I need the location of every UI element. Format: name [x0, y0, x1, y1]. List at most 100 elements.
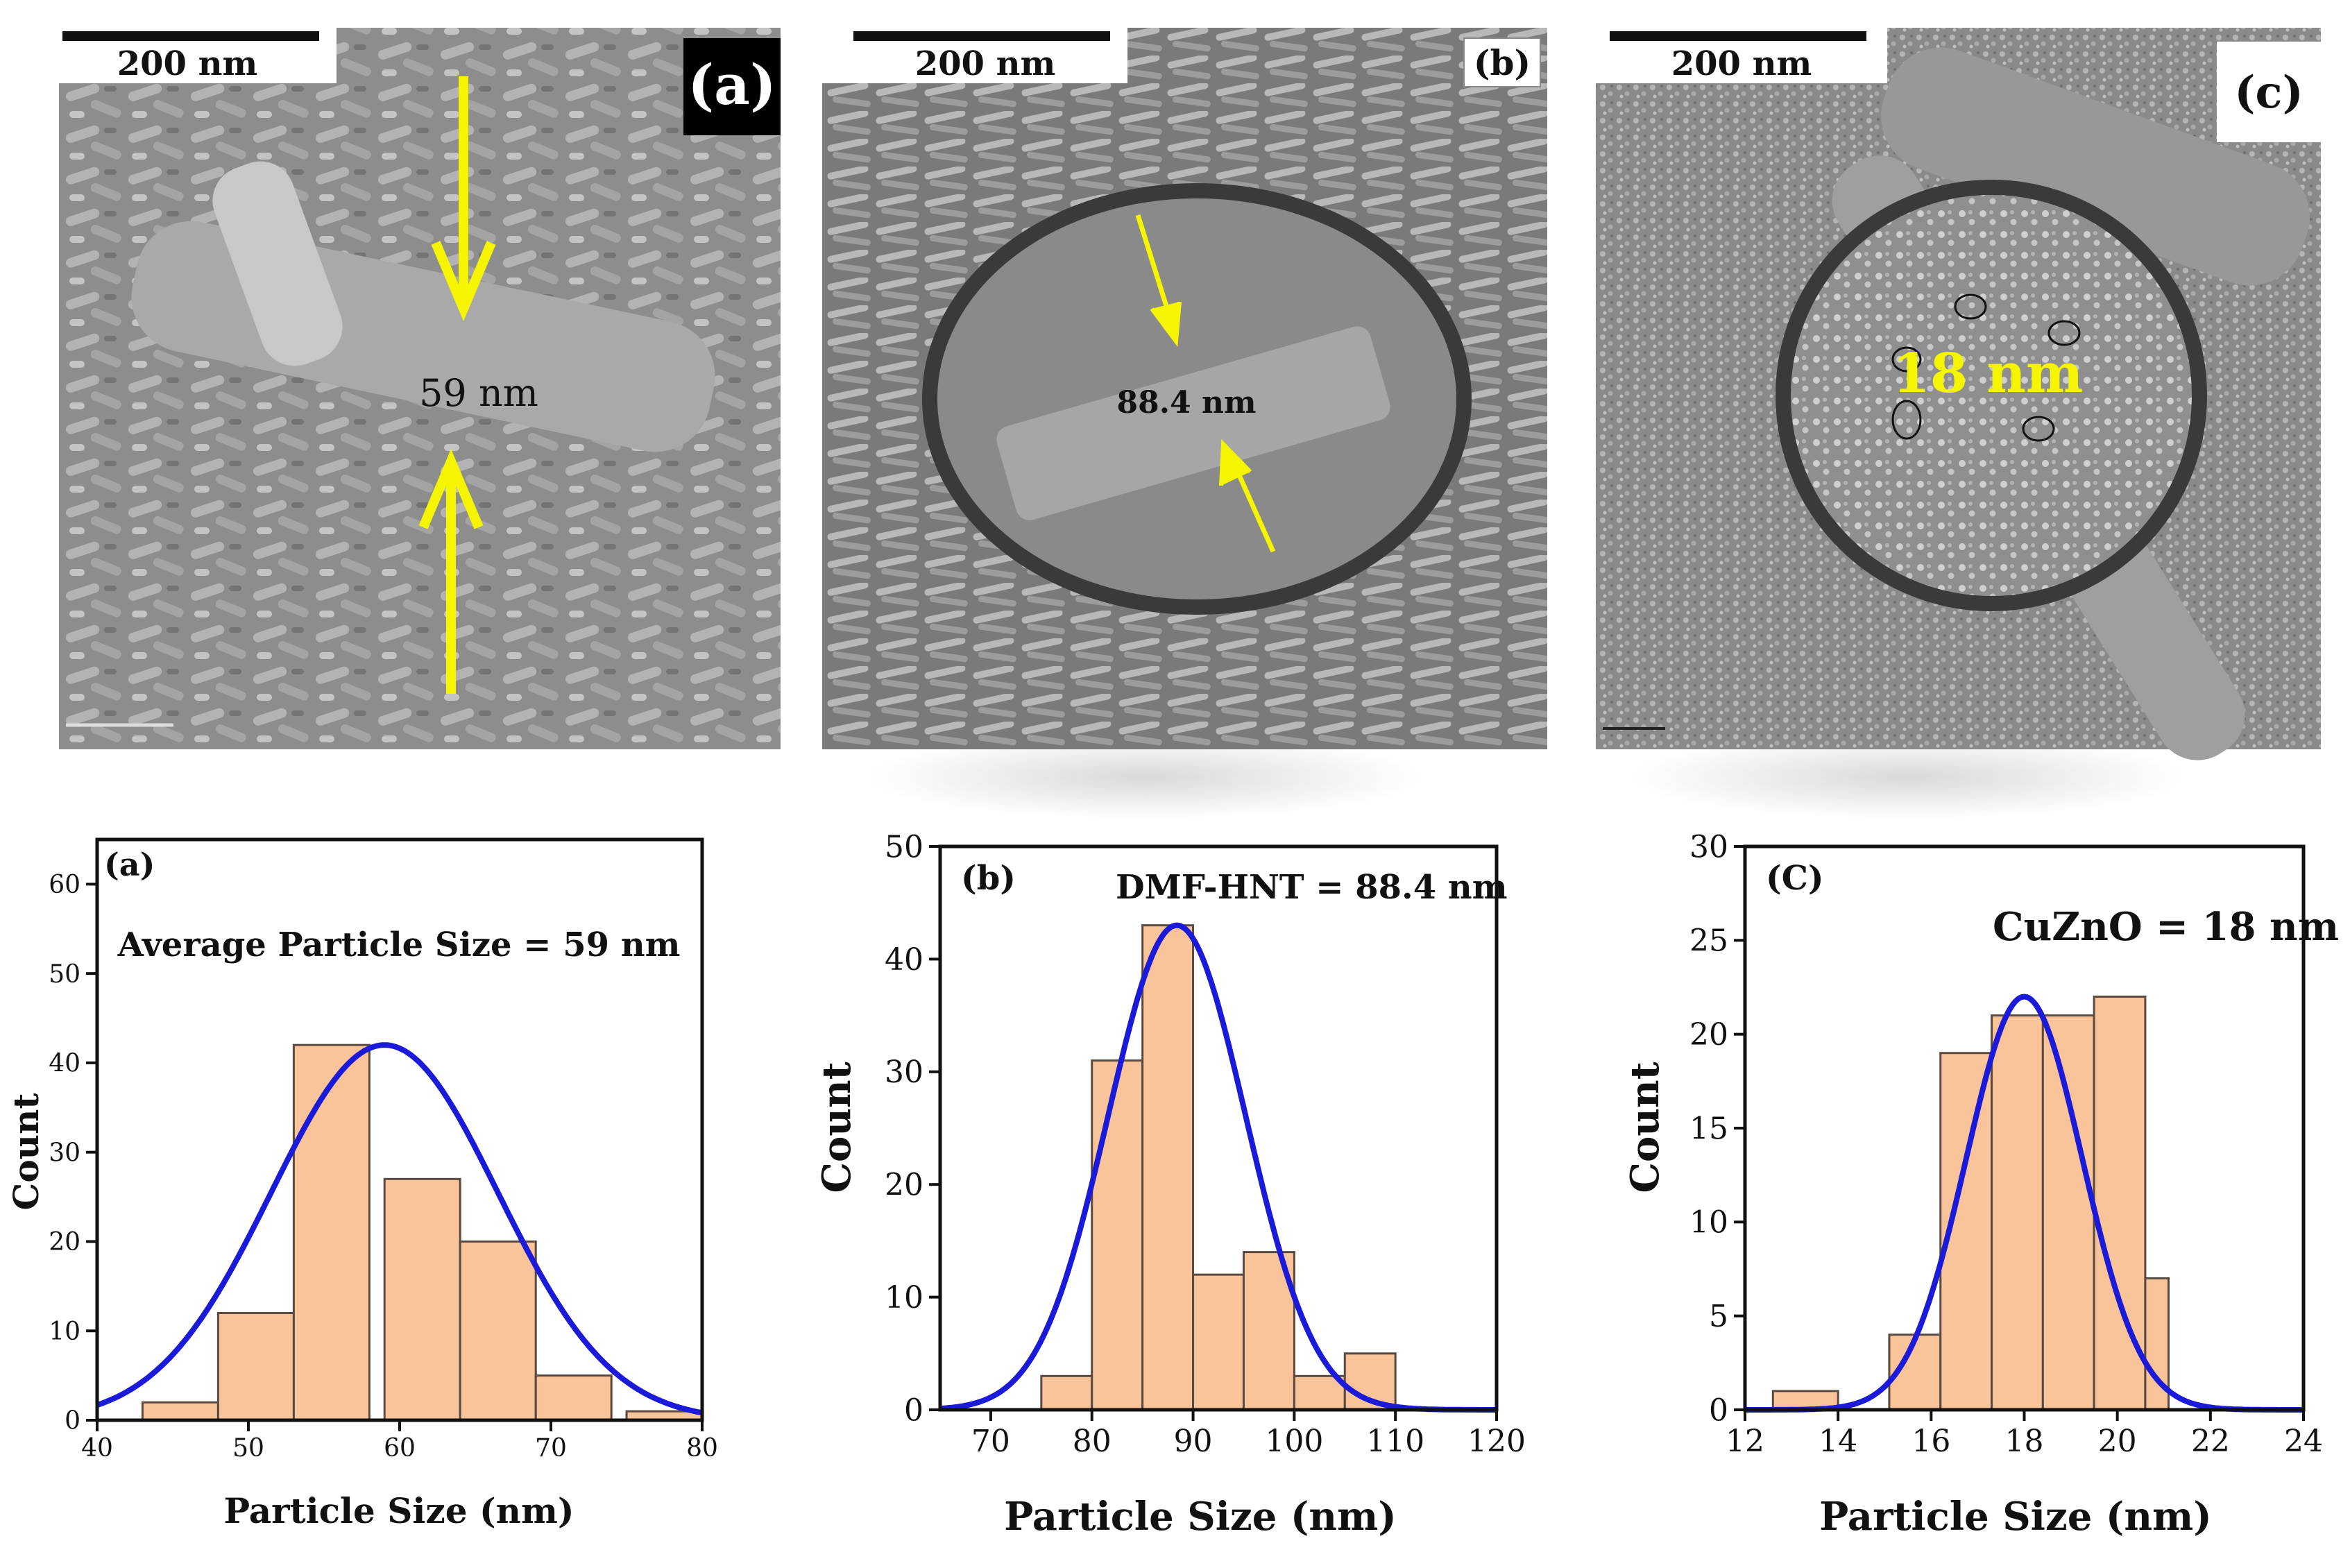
panel-label-c: (c)	[2234, 67, 2304, 119]
chart-c-x-tick-label-2: 16	[1911, 1424, 1950, 1459]
particle-marker-3	[1891, 346, 1922, 373]
chart-b-y-tick-label-2: 20	[885, 1168, 923, 1203]
panel-label-b: (b)	[1474, 42, 1531, 83]
chart-c-fit-curve	[1745, 994, 2304, 1413]
chart-c-ylabel: Count	[1622, 1062, 1668, 1193]
chart-b-y-tick-label-1: 10	[885, 1280, 923, 1315]
chart-a-xlabel: Particle Size (nm)	[223, 1490, 574, 1531]
chart-c-title: CuZnO = 18 nm	[1993, 904, 2339, 950]
chart-a-bar-4	[459, 1240, 537, 1422]
chart-c-y-tick-label-4: 20	[1689, 1017, 1728, 1053]
chart-b-bar-0	[1040, 1374, 1093, 1411]
chart-a-panel-label: (a)	[104, 846, 155, 883]
chart-a-bar-2	[292, 1043, 371, 1422]
chart-b-fit-curve	[939, 922, 1497, 1413]
chart-a-x-tick-label-3: 70	[535, 1434, 567, 1463]
chart-b-bar-1	[1091, 1059, 1144, 1411]
arrow-head-down-a	[431, 241, 496, 322]
chart-a-bar-5	[534, 1374, 613, 1422]
scale-bar-c	[1610, 31, 1866, 41]
zoom-circle-c	[1776, 180, 2207, 611]
scale-bar-b	[853, 31, 1110, 41]
scale-bar-a	[62, 31, 319, 41]
panel-label-box-a	[683, 38, 781, 135]
particle-marker-2	[2047, 320, 2081, 346]
chart-c-y-tick-label-5: 25	[1689, 923, 1728, 959]
chart-c-y-tick-label-0: 0	[1709, 1392, 1728, 1428]
shadow-b	[867, 735, 1422, 819]
chart-c-y-tick-label-1: 5	[1709, 1299, 1728, 1334]
chart-b-xlabel: Particle Size (nm)	[1004, 1494, 1397, 1540]
chart-b-x-tick-label-0: 70	[971, 1424, 1010, 1459]
panel-label-a: (a)	[688, 52, 776, 117]
sem-rod-b	[996, 326, 1390, 520]
chart-b-bar-2	[1141, 924, 1195, 1411]
chart-c-x-tick-label-6: 24	[2284, 1424, 2323, 1459]
sem-rod-c2	[1881, 47, 2310, 286]
chart-c-panel-label: (C)	[1766, 859, 1824, 898]
chart-a-bar-1	[216, 1311, 295, 1422]
chart-a-x-tick-label-2: 60	[384, 1434, 416, 1463]
shadow-c	[1630, 735, 2186, 819]
chart-c-x-tick-label-4: 20	[2098, 1424, 2137, 1459]
chart-a-y-tick-label-3: 30	[49, 1139, 80, 1167]
chart-b-y-tick-label-5: 50	[885, 829, 923, 864]
sem-rod-a2	[212, 161, 343, 366]
arrow-head-up-a	[418, 448, 484, 529]
particle-marker-4	[1891, 400, 1922, 440]
panel-label-box-b	[1463, 37, 1541, 87]
size-annotation-a: 59 nm	[419, 371, 538, 415]
chart-c-x-tick-label-0: 12	[1726, 1424, 1764, 1459]
chart-a-fit-curve	[96, 1042, 703, 1416]
panel-label-box-c	[2217, 42, 2321, 142]
chart-a-y-tick-label-1: 10	[49, 1318, 80, 1346]
chart-b-x-tick-label-4: 110	[1366, 1424, 1424, 1459]
chart-a-x-tick-label-4: 80	[686, 1434, 718, 1463]
chart-c-y-tick-label-3: 15	[1689, 1111, 1728, 1146]
chart-b-x-tick-label-5: 120	[1467, 1424, 1526, 1459]
scale-bar-label-b: 200 nm	[915, 44, 1056, 83]
histogram-c: Count Particle Size (nm) (C) CuZnO = 18 …	[1622, 829, 2339, 1540]
histogram-b: Count Particle Size (nm) (b) DMF-HNT = 8…	[814, 829, 1526, 1540]
chart-a-y-tick-label-2: 20	[49, 1228, 80, 1256]
chart-c-y-tick-label-6: 30	[1689, 829, 1728, 864]
chart-a-bar-3	[383, 1177, 461, 1422]
chart-c-xlabel: Particle Size (nm)	[1819, 1494, 2212, 1540]
chart-b-y-tick-label-3: 30	[885, 1055, 923, 1090]
histogram-a: Count Particle Size (nm) (a) Average Par…	[6, 837, 718, 1531]
size-annotation-b: 88.4 nm	[1116, 385, 1256, 420]
chart-a-bar-0	[141, 1401, 219, 1422]
chart-a-ylabel: Count	[6, 1093, 46, 1211]
arrow-head-up-b	[1219, 438, 1252, 486]
scale-bar-label-c: 200 nm	[1671, 44, 1812, 83]
particle-marker-5	[2022, 416, 2055, 442]
chart-a-title: Average Particle Size = 59 nm	[117, 926, 681, 964]
sem-panel-b: 200 nm (b) 88.4 nm	[822, 28, 1547, 749]
chart-c-bar-4	[2041, 1014, 2095, 1411]
chart-a-x-tick-label-1: 50	[232, 1434, 264, 1463]
chart-b-x-tick-label-2: 90	[1174, 1424, 1213, 1459]
chart-a-y-tick-label-4: 40	[49, 1050, 80, 1078]
chart-b-title: DMF-HNT = 88.4 nm	[1116, 868, 1508, 907]
size-annotation-c: 18 nm	[1893, 342, 2084, 405]
chart-a-y-tick-label-0: 0	[65, 1407, 80, 1435]
chart-a-y-tick-label-5: 50	[49, 960, 80, 989]
chart-a-y-tick-label-6: 60	[49, 871, 80, 899]
chart-b-panel-label: (b)	[961, 859, 1016, 898]
chart-c-x-tick-label-1: 14	[1819, 1424, 1857, 1459]
chart-b-frame	[938, 844, 1499, 1412]
chart-b-y-tick-label-4: 40	[885, 942, 923, 978]
chart-a-x-tick-label-0: 40	[81, 1434, 113, 1463]
chart-b-bar-3	[1192, 1273, 1245, 1411]
scale-bar-label-a: 200 nm	[117, 44, 258, 83]
chart-b-x-tick-label-3: 100	[1265, 1424, 1323, 1459]
chart-b-y-tick-label-0: 0	[904, 1392, 923, 1428]
chart-c-x-tick-label-3: 18	[2005, 1424, 2044, 1459]
sem-panel-c: 18 nm 200 nm (c)	[1596, 28, 2321, 760]
sem-panel-a: 200 nm (a) 59 nm	[59, 28, 781, 749]
chart-b-x-tick-label-1: 80	[1073, 1424, 1112, 1459]
chart-c-bar-3	[1991, 1014, 2044, 1411]
chart-c-y-tick-label-2: 10	[1689, 1205, 1728, 1241]
chart-b-bar-5	[1293, 1374, 1346, 1411]
